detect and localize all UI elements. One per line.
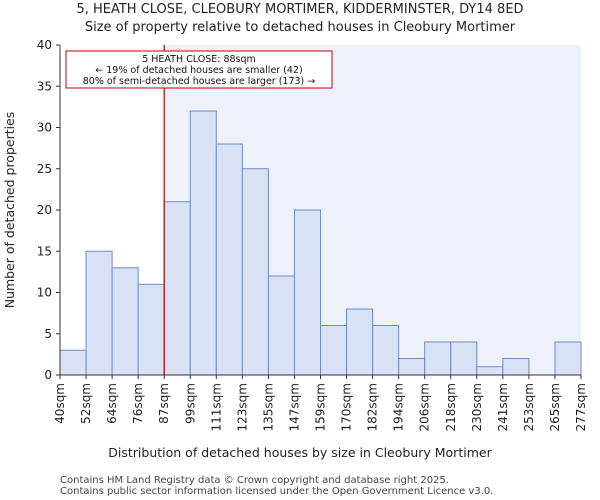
x-tick-label: 64sqm <box>105 383 119 424</box>
x-tick-label: 40sqm <box>53 383 67 424</box>
annotation-line-1: 5 HEATH CLOSE: 88sqm <box>142 54 256 65</box>
x-tick-label: 135sqm <box>261 383 275 431</box>
annotation-box <box>65 50 333 89</box>
bar-206sqm <box>424 341 452 376</box>
x-tick-label: 194sqm <box>392 383 406 431</box>
y-tick-label: 0 <box>44 368 52 382</box>
bar-123sqm <box>241 168 269 376</box>
bar-111sqm <box>215 143 243 376</box>
bar-87sqm <box>163 201 191 376</box>
bar-218sqm <box>450 341 478 376</box>
bar-194sqm <box>398 358 426 376</box>
chart-title-line2: Size of property relative to detached ho… <box>85 20 516 35</box>
x-tick-label: 123sqm <box>235 383 249 431</box>
x-tick-label: 76sqm <box>131 383 145 424</box>
y-axis: 0 5 10 15 20 25 30 35 40 <box>37 38 61 382</box>
x-tick-label: 253sqm <box>522 383 536 431</box>
x-tick-label: 111sqm <box>209 383 223 431</box>
bar-99sqm <box>189 110 217 376</box>
property-marker: 5 HEATH CLOSE: 88sqm← 19% of detached ho… <box>65 45 333 375</box>
bar-182sqm <box>372 325 400 376</box>
bar-230sqm <box>476 366 504 376</box>
y-axis-label: Number of detached properties <box>2 112 17 309</box>
y-tick-label: 40 <box>37 38 52 52</box>
y-tick-label: 30 <box>37 121 52 135</box>
x-tick-label: 147sqm <box>287 383 301 431</box>
bar-147sqm <box>293 209 322 376</box>
y-tick-label: 5 <box>44 327 52 341</box>
bar-52sqm <box>85 250 113 376</box>
bar-241sqm <box>502 358 530 376</box>
bar-170sqm <box>346 308 374 376</box>
bar-159sqm <box>320 325 348 376</box>
bar-40sqm <box>59 349 87 376</box>
x-tick-label: 170sqm <box>340 383 354 431</box>
x-tick-label: 159sqm <box>314 383 328 431</box>
annotation-line-3: 80% of semi-detached houses are larger (… <box>83 76 316 87</box>
x-tick-label: 87sqm <box>157 383 171 424</box>
x-tick-label: 206sqm <box>418 383 432 431</box>
bars-group <box>59 110 582 376</box>
x-tick-label: 182sqm <box>366 383 380 431</box>
x-tick-label: 99sqm <box>183 383 197 424</box>
footer-copyright: Contains HM Land Registry data © Crown c… <box>60 475 449 486</box>
bar-135sqm <box>267 275 295 376</box>
x-axis-label: Distribution of detached houses by size … <box>108 445 492 460</box>
x-tick-label: 265sqm <box>548 383 562 431</box>
x-tick-label: 241sqm <box>496 383 510 431</box>
y-tick-label: 25 <box>37 162 52 176</box>
chart-title-line1: 5, HEATH CLOSE, CLEOBURY MORTIMER, KIDDE… <box>76 2 523 17</box>
footer-licence: Contains public sector information licen… <box>60 486 493 497</box>
x-tick-label: 277sqm <box>574 383 588 431</box>
y-tick-label: 35 <box>37 79 52 93</box>
x-tick-label: 230sqm <box>470 383 484 431</box>
y-tick-label: 15 <box>37 244 52 258</box>
bar-64sqm <box>111 267 139 376</box>
y-tick-label: 20 <box>37 203 52 217</box>
x-axis: 40sqm 52sqm 64sqm 76sqm 87sqm 99sqm 111sqm 123s… <box>53 374 588 431</box>
bar-76sqm <box>137 283 165 376</box>
x-tick-label: 218sqm <box>444 383 458 431</box>
y-tick-label: 10 <box>37 286 52 300</box>
x-tick-label: 52sqm <box>79 383 93 424</box>
bar-265sqm <box>554 341 582 376</box>
annotation-line-2: ← 19% of detached houses are smaller (42… <box>95 65 302 76</box>
